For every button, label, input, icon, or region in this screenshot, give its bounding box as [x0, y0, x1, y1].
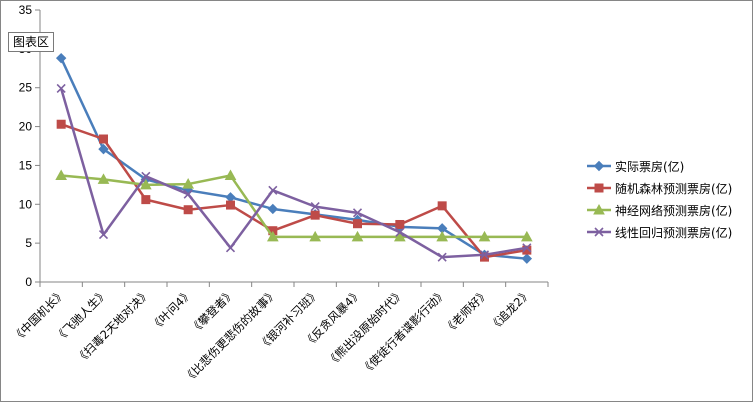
- data-point: [436, 230, 449, 242]
- data-point: [353, 219, 362, 229]
- data-point: [268, 185, 278, 195]
- data-point: [55, 169, 68, 181]
- data-point: [522, 243, 532, 253]
- legend-swatch-marker: [594, 227, 604, 237]
- legend-label: 线性回归预测票房(亿): [615, 225, 733, 240]
- y-tick-label: 5: [25, 236, 32, 250]
- data-point: [437, 252, 447, 262]
- legend: 实际票房(亿) 随机森林预测票房(亿) 神经网络预测票房(亿) 线性回归预测票房(亿): [586, 155, 751, 243]
- data-point: [351, 230, 364, 242]
- series-line: [59, 88, 528, 259]
- data-point: [478, 230, 491, 242]
- chart-area-tooltip: 图表区: [8, 32, 55, 52]
- y-tick-label: 0: [25, 275, 32, 289]
- data-point: [520, 230, 533, 242]
- y-tick-label: 10: [19, 197, 33, 211]
- legend-label: 随机森林预测票房(亿): [615, 181, 733, 196]
- data-point: [437, 201, 447, 211]
- series-layer: [55, 52, 533, 264]
- data-point: [395, 227, 405, 237]
- legend-item: 随机森林预测票房(亿): [586, 177, 751, 199]
- data-point: [393, 230, 406, 242]
- data-point: [480, 252, 489, 262]
- data-point: [98, 230, 109, 240]
- y-tick-label: 20: [19, 120, 33, 134]
- data-point: [266, 230, 279, 242]
- legend-swatch: [587, 183, 611, 193]
- data-point: [182, 178, 195, 189]
- data-point: [352, 208, 363, 218]
- data-point: [56, 83, 66, 94]
- data-point: [310, 210, 320, 220]
- legend-swatch: [587, 203, 611, 215]
- data-point: [267, 203, 279, 215]
- data-point: [479, 250, 490, 260]
- data-point: [55, 52, 67, 64]
- series-4: [56, 83, 532, 262]
- data-point: [521, 253, 533, 264]
- legend-swatch: [587, 227, 611, 237]
- y-tick-label: 25: [19, 81, 33, 95]
- data-point: [395, 219, 405, 229]
- data-point: [522, 245, 532, 255]
- series-2: [56, 119, 532, 262]
- legend-swatch-marker: [593, 203, 605, 215]
- data-point: [139, 178, 152, 190]
- legend-swatch-marker: [593, 160, 605, 172]
- legend-label: 实际票房(亿): [615, 159, 685, 174]
- data-point: [141, 171, 151, 181]
- data-point: [183, 189, 193, 199]
- data-point: [310, 202, 320, 212]
- data-point: [98, 143, 109, 155]
- data-point: [97, 173, 110, 184]
- legend-item: 实际票房(亿): [586, 155, 751, 177]
- y-tick-label: 35: [19, 3, 33, 17]
- data-point: [183, 205, 193, 215]
- data-point: [309, 230, 322, 242]
- data-point: [99, 134, 108, 144]
- legend-item: 线性回归预测票房(亿): [586, 221, 751, 243]
- data-point: [141, 195, 151, 205]
- legend-label: 神经网络预测票房(亿): [615, 203, 733, 218]
- data-point: [226, 200, 235, 210]
- legend-item: 神经网络预测票房(亿): [586, 199, 751, 221]
- legend-swatch-marker: [594, 183, 604, 193]
- series-line: [60, 123, 528, 259]
- data-point: [225, 243, 236, 253]
- y-tick-label: 15: [19, 158, 33, 172]
- legend-swatch: [587, 160, 611, 172]
- data-point: [224, 169, 237, 181]
- series-line: [60, 57, 527, 260]
- data-point: [56, 119, 66, 129]
